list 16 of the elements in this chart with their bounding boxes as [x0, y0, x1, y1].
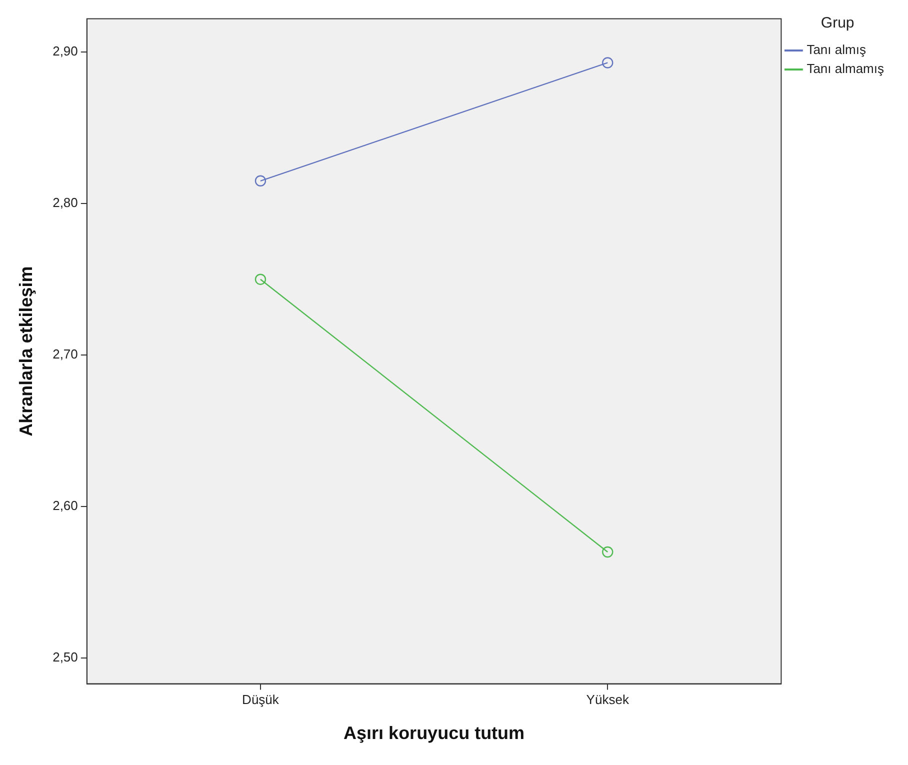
y-tick-label: 2,50: [52, 650, 78, 665]
y-tick-label: 2,80: [52, 195, 78, 210]
x-tick-label: Yüksek: [586, 692, 630, 708]
point: [602, 57, 614, 68]
y-tick-label: 2,90: [52, 44, 78, 59]
legend-label: Tanı almamış: [806, 61, 884, 76]
legend-label: Tanı almış: [806, 42, 866, 58]
y-axis-title: Akranlarla etkileşim: [16, 266, 36, 436]
point: [254, 175, 266, 186]
point: [602, 546, 614, 558]
legend-title: Grup: [820, 14, 854, 32]
y-tick-label: 2,70: [52, 346, 78, 362]
x-axis-title: Aşırı koruyucu tutum: [344, 723, 525, 744]
x-tick-label: Düşük: [242, 692, 280, 708]
point: [254, 274, 266, 285]
y-tick-label: 2,60: [52, 498, 78, 514]
